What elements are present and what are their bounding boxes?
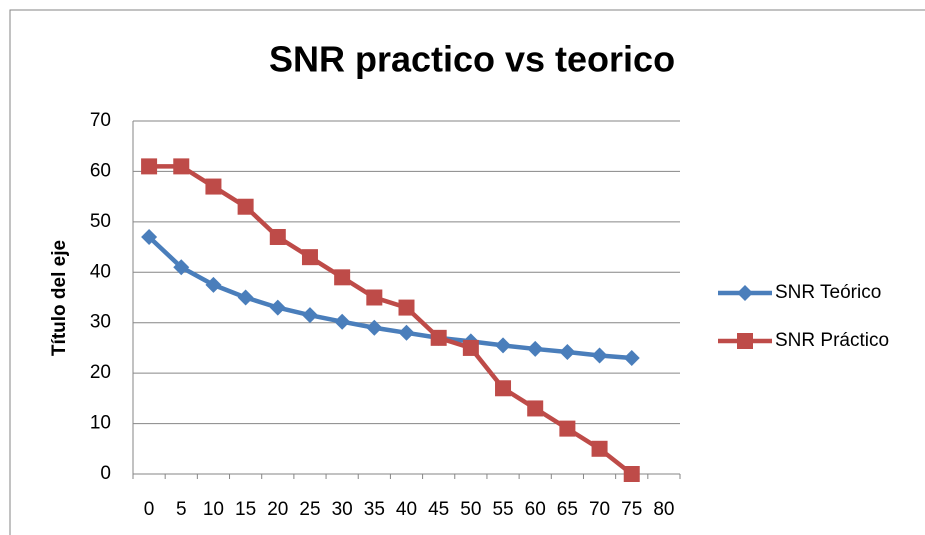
marker: [173, 259, 190, 276]
marker: [623, 350, 640, 367]
legend-label: SNR Teórico: [775, 282, 881, 303]
marker: [366, 319, 383, 336]
marker: [334, 269, 351, 286]
marker: [527, 400, 544, 417]
y-tick-label: 10: [90, 413, 111, 434]
y-tick-label: 0: [100, 463, 111, 484]
marker: [141, 228, 158, 245]
x-tick-label: 40: [396, 499, 417, 520]
marker: [398, 324, 415, 341]
y-tick-label: 50: [90, 211, 111, 232]
chart-title: SNR practico vs teorico: [269, 39, 675, 80]
series-line: [147, 235, 632, 361]
marker: [495, 380, 512, 397]
marker: [623, 466, 640, 482]
marker: [591, 347, 608, 364]
marker: [205, 178, 222, 195]
x-tick-label: 50: [460, 499, 481, 520]
legend-label: SNR Práctico: [775, 330, 889, 351]
x-tick-label: 25: [299, 499, 320, 520]
x-tick-label: 0: [144, 499, 155, 520]
marker: [527, 340, 544, 357]
series-line: [149, 164, 634, 476]
x-tick-label: 45: [428, 499, 449, 520]
y-tick-label: 70: [90, 110, 111, 131]
x-tick-label: 70: [589, 499, 610, 520]
x-tick-label: 80: [653, 499, 674, 520]
marker: [141, 158, 158, 175]
marker: [430, 329, 447, 346]
x-tick-label: 55: [492, 499, 513, 520]
marker: [559, 343, 576, 360]
marker: [269, 299, 286, 316]
marker: [737, 285, 753, 301]
marker: [334, 313, 351, 330]
x-tick-label: 20: [267, 499, 288, 520]
x-tick-label: 5: [176, 499, 187, 520]
marker: [205, 276, 222, 293]
marker: [559, 420, 576, 437]
marker: [237, 198, 254, 215]
marker: [398, 299, 415, 316]
x-tick-label: 65: [557, 499, 578, 520]
y-tick-label: 30: [90, 312, 111, 333]
marker: [366, 289, 383, 306]
marker: [269, 228, 286, 245]
x-tick-label: 60: [525, 499, 546, 520]
chart-border: [9, 9, 925, 535]
x-tick-label: 75: [621, 499, 642, 520]
marker: [737, 333, 753, 349]
x-tick-label: 15: [235, 499, 256, 520]
marker: [495, 337, 512, 354]
marker: [237, 289, 254, 306]
y-tick-label: 60: [90, 160, 111, 181]
x-tick-label: 35: [364, 499, 385, 520]
marker: [591, 440, 608, 457]
marker: [301, 307, 318, 324]
x-tick-label: 10: [203, 499, 224, 520]
marker: [462, 339, 479, 356]
y-axis-label: Título del eje: [49, 240, 70, 356]
x-tick-label: 30: [332, 499, 353, 520]
y-tick-label: 40: [90, 261, 111, 282]
y-tick-label: 20: [90, 362, 111, 383]
marker: [173, 158, 190, 175]
marker: [301, 249, 318, 266]
